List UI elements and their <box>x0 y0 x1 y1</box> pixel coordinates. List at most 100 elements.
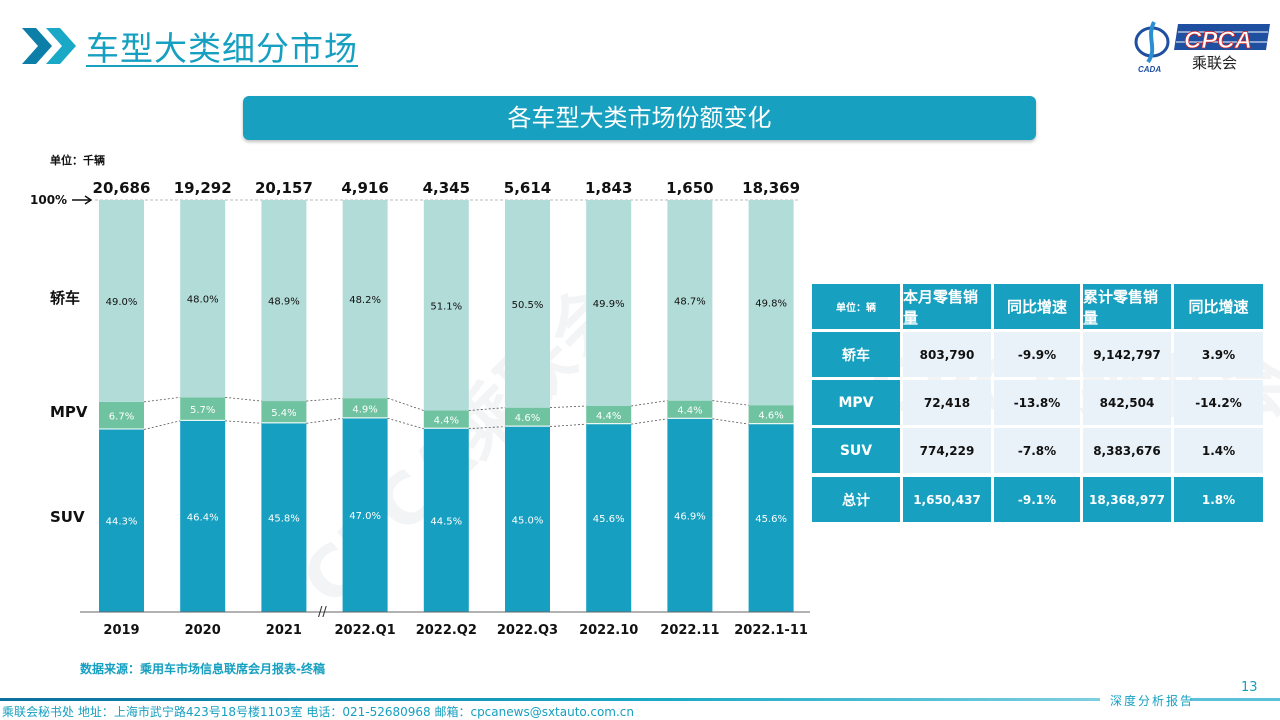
connector-line <box>712 400 749 406</box>
connector-line <box>712 418 749 425</box>
bar-segment-SUV <box>423 428 469 612</box>
segment-divider <box>423 427 469 429</box>
segment-divider <box>261 422 307 424</box>
bar-segment-MPV <box>261 401 307 424</box>
table-cell: -14.2% <box>1174 380 1263 425</box>
table-cell: 18,368,977 <box>1083 477 1171 522</box>
table-cell: 1.4% <box>1174 428 1263 473</box>
bar-segment-轿车 <box>667 200 713 401</box>
category-label: 2019 <box>103 623 139 638</box>
total-label: 20,157 <box>255 179 313 197</box>
data-label: 48.0% <box>187 295 219 306</box>
segment-divider <box>342 417 388 419</box>
segment-divider <box>748 423 794 425</box>
stacked-bar-chart: 44.3% 6.7% 49.0% 20,686 2019 46.4% 5.7% 48.0% 19… <box>30 179 810 638</box>
page-title: 车型大类细分市场 <box>86 29 358 68</box>
svg-text:CADA: CADA <box>1138 65 1161 74</box>
category-label: 2022.11 <box>660 623 719 638</box>
connector-line <box>387 417 424 430</box>
connector-line <box>225 420 262 424</box>
connector-line <box>143 420 181 430</box>
connector-line <box>143 396 181 403</box>
table-cell: -9.9% <box>994 332 1080 377</box>
table-header: 单位：辆 本月零售销量 同比增速 累计零售销量 同比增速 <box>812 284 1263 329</box>
table-cell: 同比增速 <box>994 284 1080 329</box>
table-cell: 842,504 <box>1083 380 1171 425</box>
total-label: 4,916 <box>341 179 388 197</box>
category-label: 2020 <box>185 623 221 638</box>
connector-line <box>387 397 424 411</box>
data-label: 49.9% <box>593 299 625 310</box>
chevrons-icon <box>22 28 76 64</box>
data-label: 48.2% <box>349 295 381 306</box>
category-label: 2022.Q3 <box>497 623 558 638</box>
footer-divider <box>0 698 1100 701</box>
footer-tag: 深度分析报告 <box>1110 694 1195 708</box>
data-label: 4.4% <box>677 406 702 417</box>
table-cell: 累计零售销量 <box>1083 284 1171 329</box>
table-cell: 774,229 <box>903 428 991 473</box>
connector-line <box>468 407 506 411</box>
data-label: 49.8% <box>755 299 787 310</box>
data-source: 数据来源：乘用车市场信息联席会月报表-终稿 <box>80 662 325 676</box>
table-row: SUV 774,229 -7.8% 8,383,676 1.4% <box>812 428 1263 473</box>
table-cell: 72,418 <box>903 380 991 425</box>
data-label: 6.7% <box>109 412 134 423</box>
table-cell: -9.1% <box>994 477 1080 522</box>
bar-segment-MPV <box>586 406 632 425</box>
bar-segment-轿车 <box>748 200 794 406</box>
connector-line <box>225 396 262 402</box>
table-cell: 9,142,797 <box>1083 332 1171 377</box>
data-label: 45.6% <box>593 514 625 525</box>
footer-divider <box>1190 698 1280 701</box>
table-cell: 同比增速 <box>1174 284 1263 329</box>
data-label: 44.5% <box>430 516 462 527</box>
table-cell: 1.8% <box>1174 477 1263 522</box>
unit-label: 单位：千辆 <box>50 154 105 167</box>
category-label: 2022.10 <box>579 623 638 638</box>
table-cell: -7.8% <box>994 428 1080 473</box>
category-label: 2022.Q2 <box>416 623 477 638</box>
connector-line <box>468 426 506 430</box>
data-label: 4.9% <box>352 404 377 415</box>
data-label: 4.4% <box>434 416 459 427</box>
table-row: 轿车 803,790 -9.9% 9,142,797 3.9% <box>812 332 1263 377</box>
series-label: MPV <box>50 403 88 421</box>
axis-break-mark: // <box>318 605 327 620</box>
bar-segment-轿车 <box>505 200 550 408</box>
data-label: 4.4% <box>596 411 621 422</box>
svg-text:CPCA: CPCA <box>1184 27 1252 54</box>
bar-segment-轿车 <box>586 200 632 406</box>
data-label: 49.0% <box>106 297 138 308</box>
page-number: 13 <box>1241 680 1258 695</box>
data-label: 5.7% <box>190 405 215 416</box>
total-label: 19,292 <box>174 179 232 197</box>
table-cell: 本月零售销量 <box>903 284 991 329</box>
total-label: 1,843 <box>585 179 632 197</box>
data-label: 45.0% <box>512 515 544 526</box>
connector-line <box>631 400 668 407</box>
bar-segment-SUV <box>667 418 713 612</box>
segment-divider <box>505 425 550 427</box>
bar-segment-轿车 <box>342 200 388 399</box>
segment-divider <box>99 428 144 430</box>
bar-segment-轿车 <box>99 200 144 402</box>
top-marker-label: 100% <box>30 193 67 207</box>
svg-text:乘联会: 乘联会 <box>1192 54 1237 72</box>
connector-line <box>631 418 668 425</box>
bar-segment-SUV <box>99 429 144 612</box>
bar-segment-SUV <box>261 423 307 612</box>
bar-segment-轿车 <box>180 200 226 398</box>
segment-divider <box>667 417 713 419</box>
table-row: MPV 72,418 -13.8% 842,504 -14.2% <box>812 380 1263 425</box>
table-cell: 3.9% <box>1174 332 1263 377</box>
total-label: 5,614 <box>504 179 551 197</box>
data-label: 45.6% <box>755 514 787 525</box>
bar-segment-SUV <box>505 426 550 612</box>
table-cell: 803,790 <box>903 332 991 377</box>
total-label: 4,345 <box>423 179 470 197</box>
connector-line <box>306 417 343 424</box>
total-label: 20,686 <box>93 179 151 197</box>
arrow-icon <box>72 195 93 205</box>
series-label: 轿车 <box>50 289 80 307</box>
